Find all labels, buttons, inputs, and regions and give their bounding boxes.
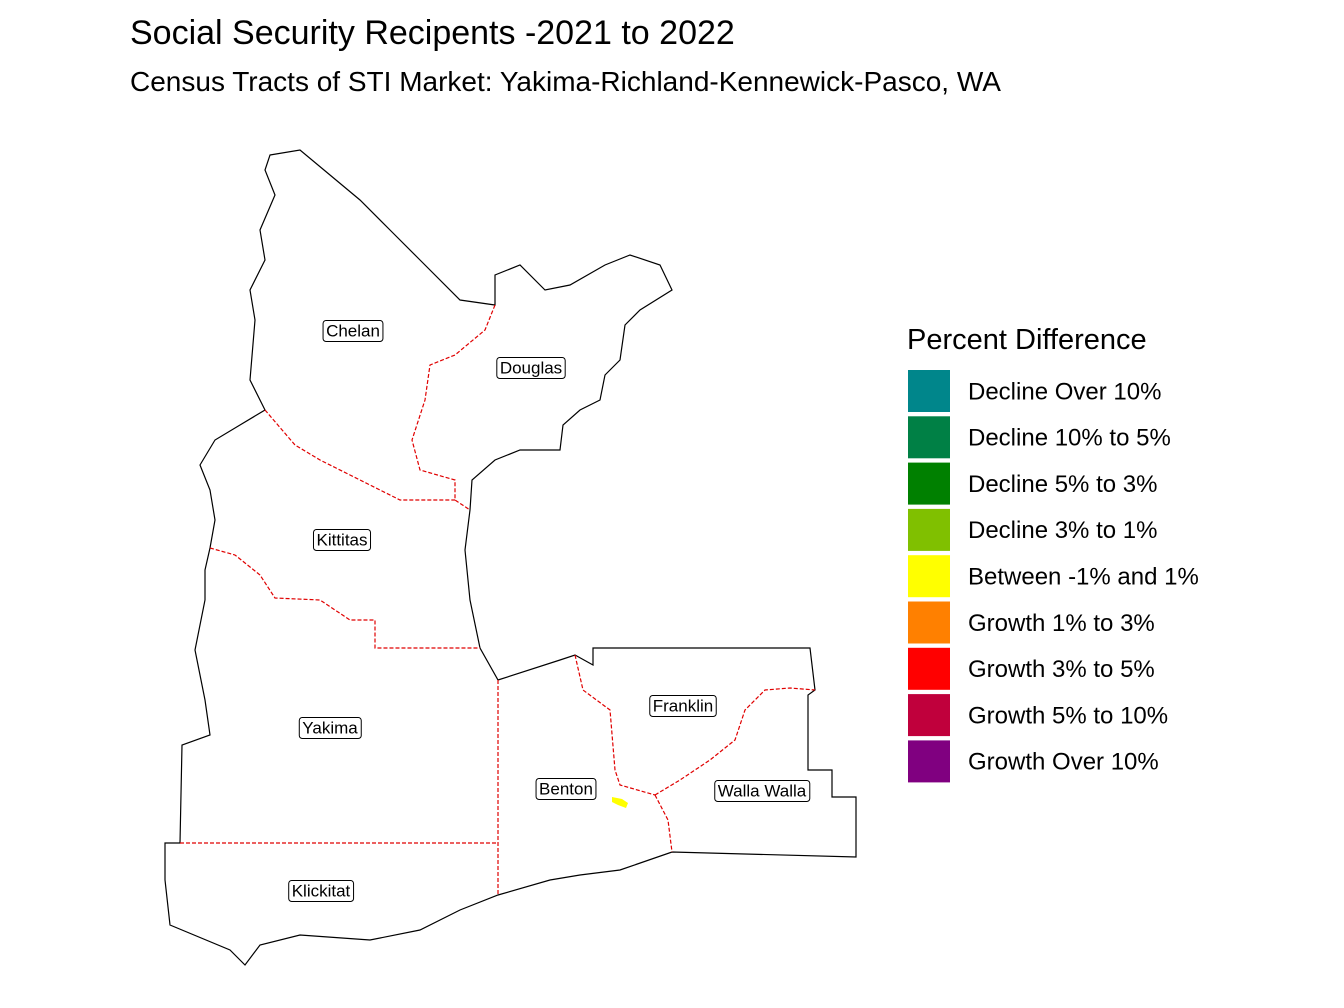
legend-label: Growth 1% to 3%	[968, 610, 1155, 637]
county-label: Chelan	[326, 321, 380, 340]
county-label: Walla Walla	[718, 781, 807, 800]
legend-swatch	[908, 647, 950, 690]
county-label: Franklin	[653, 696, 713, 715]
legend-swatch	[908, 601, 950, 644]
legend-label: Growth 3% to 5%	[968, 656, 1155, 683]
county-label-box	[288, 879, 355, 902]
legend-label: Decline 5% to 3%	[968, 471, 1157, 498]
legend-label: Growth 5% to 10%	[968, 702, 1168, 729]
county-label-box	[312, 528, 372, 551]
county-labels: Chelan Douglas Kittitas Yakima Franklin …	[288, 319, 811, 902]
legend-title: Percent Difference	[907, 324, 1147, 356]
county-label-box	[322, 319, 384, 342]
legend-label: Decline 10% to 5%	[968, 425, 1171, 452]
county-label: Yakima	[302, 718, 358, 737]
county-border	[574, 654, 656, 796]
county-border	[209, 547, 480, 649]
county-border	[411, 304, 496, 511]
legend-swatch	[908, 694, 950, 737]
legend-label: Between -1% and 1%	[968, 564, 1199, 591]
census-tract	[612, 797, 628, 808]
county-label: Douglas	[500, 358, 562, 377]
county-label-box	[649, 694, 717, 717]
county-label-box	[298, 716, 362, 739]
subtitle: Census Tracts of STI Market: Yakima-Rich…	[130, 66, 1001, 97]
county-label: Benton	[539, 779, 593, 798]
county-label: Klickitat	[292, 881, 351, 900]
county-label-box	[535, 777, 597, 800]
legend-swatch	[908, 740, 950, 783]
legend-swatch	[908, 462, 950, 505]
county-label-box	[714, 779, 811, 802]
county-label-box	[496, 356, 566, 379]
county-label: Kittitas	[316, 530, 367, 549]
county-border	[654, 794, 673, 853]
county-border	[264, 409, 455, 501]
legend-swatch	[908, 370, 950, 412]
legend-swatch	[908, 555, 950, 598]
legend-label: Growth Over 10%	[968, 749, 1159, 776]
title: Social Security Recipents -2021 to 2022	[130, 14, 735, 52]
market-outline	[164, 149, 857, 966]
legend-label: Decline 3% to 1%	[968, 517, 1157, 544]
map	[164, 149, 857, 966]
legend: Percent Difference Decline Over 10% Decli…	[907, 324, 1199, 783]
legend-swatch	[908, 508, 950, 551]
legend-label: Decline Over 10%	[968, 378, 1161, 405]
legend-swatch	[908, 416, 950, 459]
